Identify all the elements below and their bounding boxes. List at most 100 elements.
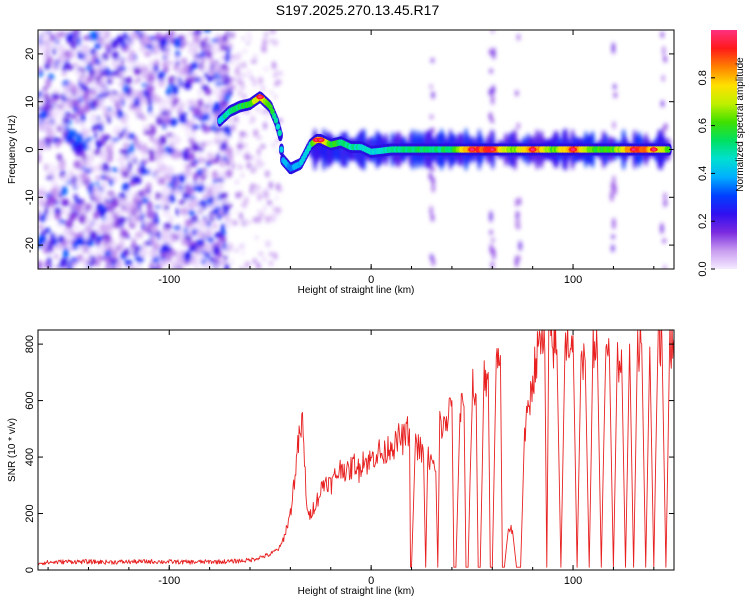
noise-blob [57, 153, 61, 162]
noise-blob [175, 56, 179, 60]
noise-blob [134, 96, 140, 107]
noise-blob [97, 240, 101, 247]
noise-blob [40, 230, 47, 235]
noise-blob [187, 30, 191, 36]
noise-blob [190, 217, 198, 222]
noise-blob [127, 266, 137, 269]
noise-blob [183, 184, 193, 194]
noise-blob [117, 64, 121, 75]
noise-blob [206, 220, 211, 228]
noise-blob [256, 157, 262, 166]
noise-blob [83, 230, 90, 241]
noise-blob [215, 205, 221, 213]
noise-blob [209, 64, 215, 69]
stripe-blob [613, 92, 617, 98]
noise-blob [89, 182, 94, 190]
noise-blob [45, 126, 53, 137]
noise-blob [108, 206, 114, 213]
noise-blob [201, 55, 206, 63]
noise-blob [50, 103, 54, 111]
noise-blob [78, 96, 83, 103]
noise-blob [84, 203, 93, 210]
noise-blob [84, 54, 90, 64]
noise-blob [125, 76, 133, 85]
noise-blob [201, 84, 209, 91]
noise-blob [241, 73, 248, 78]
noise-blob [274, 195, 279, 202]
noise-blob [195, 186, 199, 191]
noise-blob [264, 188, 269, 192]
noise-blob [258, 76, 263, 85]
noise-blob [107, 150, 113, 156]
noise-blob [163, 200, 168, 205]
noise-blob [38, 139, 44, 149]
noise-blob [211, 222, 218, 230]
noise-blob [58, 138, 64, 143]
stripe-blob [611, 244, 615, 253]
noise-blob [269, 252, 273, 256]
noise-blob [242, 61, 247, 69]
noise-blob [163, 34, 171, 39]
noise-blob [49, 97, 57, 104]
noise-blob [270, 214, 275, 217]
noise-blob [272, 39, 278, 46]
noise-blob [140, 212, 144, 223]
noise-blob [80, 113, 86, 123]
noise-blob [101, 57, 105, 67]
noise-blob [217, 250, 223, 259]
noise-blob [71, 260, 77, 267]
noise-blob [108, 215, 115, 225]
noise-blob [172, 98, 178, 107]
noise-blob [118, 99, 122, 109]
noise-blob [159, 197, 164, 209]
x-axis-label-top: Height of straight line (km) [298, 285, 415, 296]
noise-blob [202, 219, 208, 223]
noise-blob [163, 66, 169, 73]
noise-blob [214, 263, 221, 269]
noise-blob [169, 118, 178, 127]
noise-blob [128, 160, 132, 171]
noise-blob [256, 136, 262, 140]
noise-blob [166, 87, 172, 97]
noise-blob [97, 85, 101, 92]
stripe-blob [488, 88, 492, 96]
noise-blob [214, 257, 219, 264]
noise-blob [185, 163, 190, 170]
noise-blob [95, 246, 105, 255]
noise-blob [85, 66, 93, 70]
noise-blob [90, 128, 98, 132]
noise-blob [54, 166, 61, 171]
noise-blob [186, 100, 196, 104]
noise-blob [119, 71, 126, 76]
noise-blob [45, 78, 51, 89]
noise-blob [263, 66, 270, 72]
noise-blob [77, 50, 81, 60]
y-tick-label: 200 [24, 504, 36, 522]
noise-blob [274, 94, 277, 100]
noise-blob [194, 262, 200, 269]
noise-blob [129, 248, 135, 253]
noise-blob [185, 166, 192, 178]
noise-blob [83, 258, 93, 262]
noise-blob [181, 66, 185, 76]
noise-blob [230, 54, 236, 60]
noise-blob [119, 149, 129, 155]
noise-blob [215, 82, 222, 87]
noise-blob [157, 143, 163, 152]
noise-blob [101, 106, 108, 110]
noise-blob [144, 50, 152, 57]
noise-blob [238, 62, 241, 69]
noise-blob [197, 157, 205, 164]
noise-blob [124, 129, 129, 141]
noise-blob [44, 206, 49, 216]
noise-blob [56, 264, 65, 269]
noise-blob [206, 159, 216, 164]
noise-blob [182, 57, 188, 65]
noise-blob [254, 106, 261, 113]
noise-blob [122, 248, 130, 257]
y-tick-label: 600 [24, 391, 36, 409]
noise-blob [227, 203, 233, 208]
spectral-ridge [217, 91, 672, 175]
noise-blob [253, 54, 258, 60]
noise-blob [271, 142, 277, 149]
